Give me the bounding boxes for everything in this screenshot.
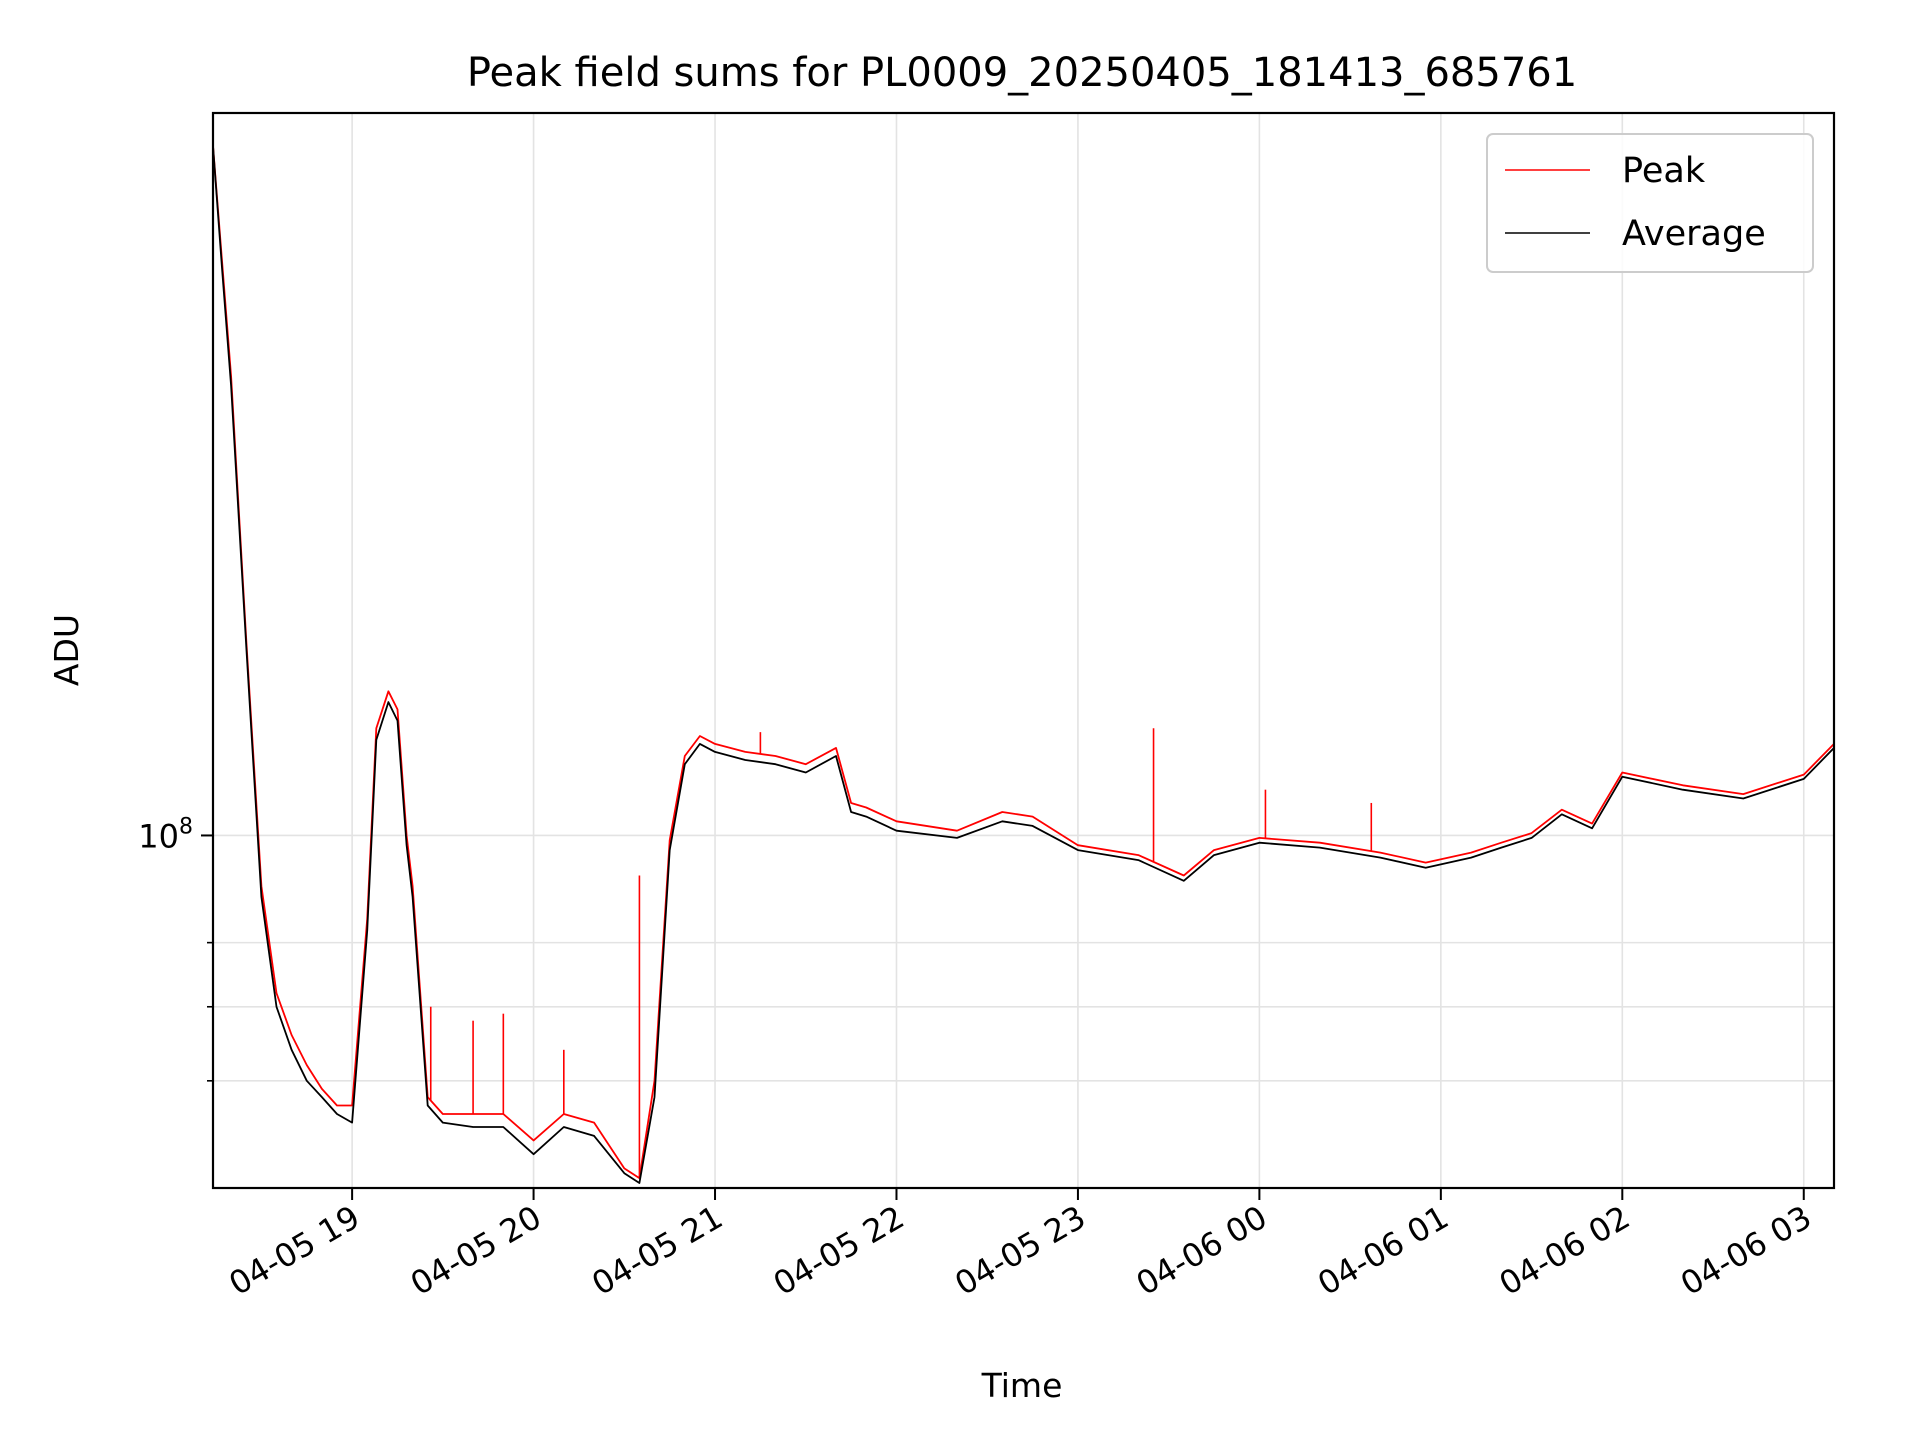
x-axis-label: Time xyxy=(981,1366,1063,1405)
series-lines xyxy=(213,146,1834,1184)
chart-title: Peak field sums for PL0009_20250405_1814… xyxy=(467,50,1577,96)
y-axis-ticks: 108 xyxy=(138,814,213,1082)
y-tick-label: 108 xyxy=(138,814,193,855)
legend-box xyxy=(1486,133,1814,273)
legend: Peak Average xyxy=(1486,133,1814,273)
legend-label-average: Average xyxy=(1622,214,1766,254)
plot-region xyxy=(213,146,1834,1184)
y-axis-label: ADU xyxy=(47,614,86,686)
grid-lines xyxy=(213,113,1834,1188)
series-line-average xyxy=(213,146,1834,1184)
series-line-peak xyxy=(213,146,1834,1179)
legend-label-peak: Peak xyxy=(1622,151,1706,191)
plot-frame xyxy=(211,111,1836,1190)
